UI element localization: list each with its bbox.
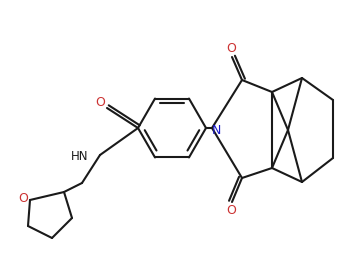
Text: HN: HN [71, 151, 88, 164]
Text: O: O [226, 42, 236, 55]
Text: N: N [211, 123, 221, 136]
Text: O: O [95, 96, 105, 109]
Text: O: O [226, 205, 236, 218]
Text: O: O [18, 192, 28, 205]
